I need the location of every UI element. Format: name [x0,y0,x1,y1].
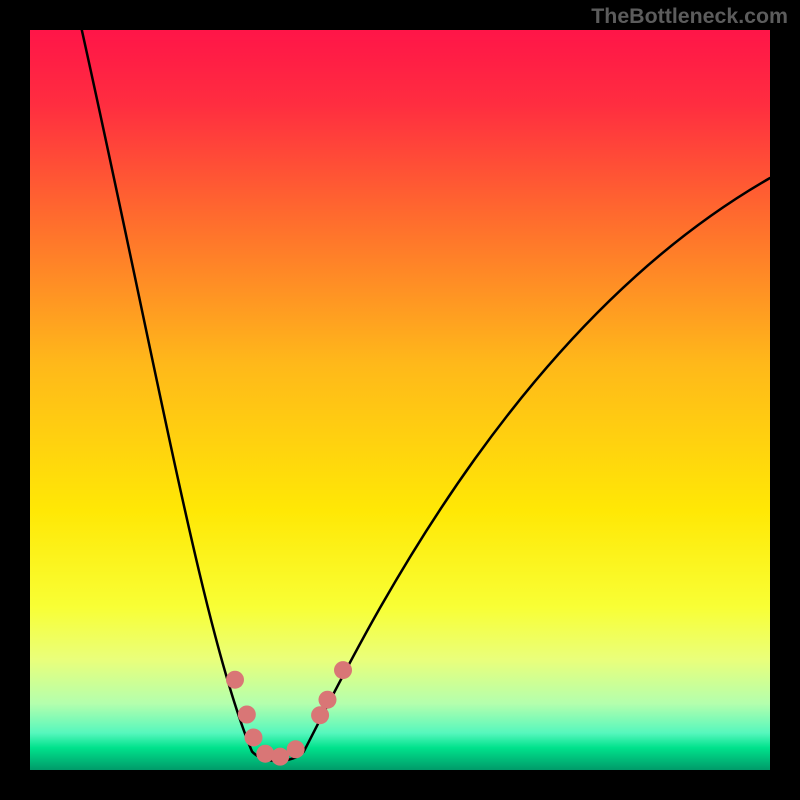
marker-dot [226,671,244,689]
chart-frame: TheBottleneck.com [0,0,800,800]
marker-dot [334,661,352,679]
marker-dot [287,740,305,758]
marker-dot [244,728,262,746]
marker-dot [311,706,329,724]
chart-svg [0,0,800,800]
marker-dot [256,745,274,763]
marker-dot [318,691,336,709]
marker-dot [238,706,256,724]
watermark-text: TheBottleneck.com [591,4,788,29]
marker-dot [271,748,289,766]
gradient-background [30,30,770,770]
